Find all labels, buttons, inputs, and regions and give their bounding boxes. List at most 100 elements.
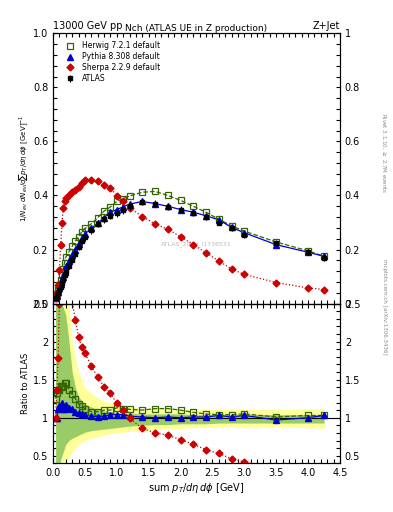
Sherpa 2.2.9 default (56, 282, 61, 288)
Text: Z+Jet: Z+Jet (312, 20, 340, 31)
Pythia 8.308 default (57, 285, 62, 291)
Sherpa 2.2.9 default (204, 250, 208, 256)
Pythia 8.308 default (58, 281, 63, 287)
Pythia 8.308 default (274, 242, 279, 248)
Herwig 7.2.1 default (191, 203, 196, 209)
Pythia 8.308 default (76, 241, 81, 247)
Herwig 7.2.1 default (63, 254, 68, 260)
Sherpa 2.2.9 default (67, 192, 72, 198)
Herwig 7.2.1 default (57, 282, 62, 288)
Sherpa 2.2.9 default (55, 290, 59, 296)
Herwig 7.2.1 default (89, 221, 94, 227)
Pythia 8.308 default (121, 204, 125, 210)
Pythia 8.308 default (242, 230, 247, 236)
Herwig 7.2.1 default (242, 228, 247, 234)
Sherpa 2.2.9 default (127, 205, 132, 211)
Herwig 7.2.1 default (61, 266, 66, 272)
Herwig 7.2.1 default (102, 208, 107, 214)
Pythia 8.308 default (55, 293, 59, 299)
Title: Nch (ATLAS UE in Z production): Nch (ATLAS UE in Z production) (125, 24, 268, 32)
Herwig 7.2.1 default (121, 196, 125, 202)
Text: mcplots.cern.ch [arXiv:1306.3436]: mcplots.cern.ch [arXiv:1306.3436] (382, 260, 387, 355)
Sherpa 2.2.9 default (165, 226, 170, 232)
X-axis label: sum $p_T/d\eta\,d\phi$ [GeV]: sum $p_T/d\eta\,d\phi$ [GeV] (148, 481, 245, 495)
Pythia 8.308 default (102, 215, 107, 221)
Sherpa 2.2.9 default (76, 184, 81, 190)
Pythia 8.308 default (178, 206, 183, 212)
Sherpa 2.2.9 default (321, 287, 326, 293)
Pythia 8.308 default (60, 276, 64, 282)
Text: Rivet 3.1.10, $\geq$ 2.7M events: Rivet 3.1.10, $\geq$ 2.7M events (380, 113, 387, 194)
Line: Sherpa 2.2.9 default: Sherpa 2.2.9 default (53, 177, 327, 301)
Pythia 8.308 default (127, 201, 132, 207)
Text: ATLAS_2019_I1736531: ATLAS_2019_I1736531 (161, 241, 232, 247)
Herwig 7.2.1 default (53, 294, 58, 300)
Sherpa 2.2.9 default (70, 189, 75, 195)
Pythia 8.308 default (89, 225, 94, 231)
Sherpa 2.2.9 default (79, 180, 84, 186)
Pythia 8.308 default (79, 235, 84, 241)
Herwig 7.2.1 default (178, 197, 183, 203)
Sherpa 2.2.9 default (62, 198, 67, 204)
Sherpa 2.2.9 default (73, 186, 78, 193)
Sherpa 2.2.9 default (60, 220, 64, 226)
Pythia 8.308 default (61, 273, 66, 280)
Herwig 7.2.1 default (127, 193, 132, 199)
Pythia 8.308 default (217, 217, 221, 223)
Herwig 7.2.1 default (58, 277, 63, 283)
Text: 13000 GeV pp: 13000 GeV pp (53, 20, 123, 31)
Herwig 7.2.1 default (108, 204, 113, 210)
Pythia 8.308 default (165, 203, 170, 209)
Sherpa 2.2.9 default (102, 182, 107, 188)
Sherpa 2.2.9 default (108, 185, 113, 191)
Pythia 8.308 default (204, 212, 208, 219)
Pythia 8.308 default (140, 198, 145, 204)
Herwig 7.2.1 default (55, 290, 59, 296)
Pythia 8.308 default (153, 201, 158, 207)
Sherpa 2.2.9 default (140, 214, 145, 220)
Pythia 8.308 default (229, 224, 234, 230)
Sherpa 2.2.9 default (306, 285, 310, 291)
Y-axis label: $1/N_{ev}\ dN_{ev}/d\!\sum\! p_T/d\eta\,d\phi\ [\mathrm{GeV}]^{-1}$: $1/N_{ev}\ dN_{ev}/d\!\sum\! p_T/d\eta\,… (17, 115, 30, 222)
Sherpa 2.2.9 default (83, 177, 87, 183)
Sherpa 2.2.9 default (95, 178, 100, 184)
Herwig 7.2.1 default (70, 243, 75, 249)
Sherpa 2.2.9 default (153, 221, 158, 227)
Pythia 8.308 default (321, 253, 326, 260)
Herwig 7.2.1 default (62, 260, 67, 266)
Pythia 8.308 default (70, 252, 75, 258)
Pythia 8.308 default (56, 289, 61, 295)
Pythia 8.308 default (73, 247, 78, 253)
Sherpa 2.2.9 default (53, 295, 58, 301)
Pythia 8.308 default (67, 258, 72, 264)
Sherpa 2.2.9 default (217, 258, 221, 264)
Pythia 8.308 default (95, 220, 100, 226)
Pythia 8.308 default (108, 209, 113, 216)
Line: Herwig 7.2.1 default: Herwig 7.2.1 default (53, 188, 327, 300)
Sherpa 2.2.9 default (242, 271, 247, 278)
Sherpa 2.2.9 default (191, 242, 196, 248)
Sherpa 2.2.9 default (61, 205, 66, 211)
Sherpa 2.2.9 default (89, 177, 94, 183)
Herwig 7.2.1 default (79, 229, 84, 235)
Herwig 7.2.1 default (60, 272, 64, 279)
Herwig 7.2.1 default (140, 189, 145, 195)
Pythia 8.308 default (306, 249, 310, 255)
Herwig 7.2.1 default (67, 249, 72, 255)
Sherpa 2.2.9 default (58, 242, 63, 248)
Pythia 8.308 default (63, 263, 68, 269)
Line: Pythia 8.308 default: Pythia 8.308 default (53, 199, 327, 301)
Herwig 7.2.1 default (153, 188, 158, 195)
Herwig 7.2.1 default (95, 215, 100, 221)
Herwig 7.2.1 default (274, 239, 279, 245)
Sherpa 2.2.9 default (274, 280, 279, 286)
Herwig 7.2.1 default (229, 223, 234, 229)
Sherpa 2.2.9 default (229, 266, 234, 272)
Herwig 7.2.1 default (56, 287, 61, 293)
Sherpa 2.2.9 default (178, 233, 183, 240)
Herwig 7.2.1 default (83, 225, 87, 231)
Pythia 8.308 default (62, 269, 67, 275)
Sherpa 2.2.9 default (121, 198, 125, 204)
Herwig 7.2.1 default (306, 248, 310, 254)
Herwig 7.2.1 default (217, 216, 221, 222)
